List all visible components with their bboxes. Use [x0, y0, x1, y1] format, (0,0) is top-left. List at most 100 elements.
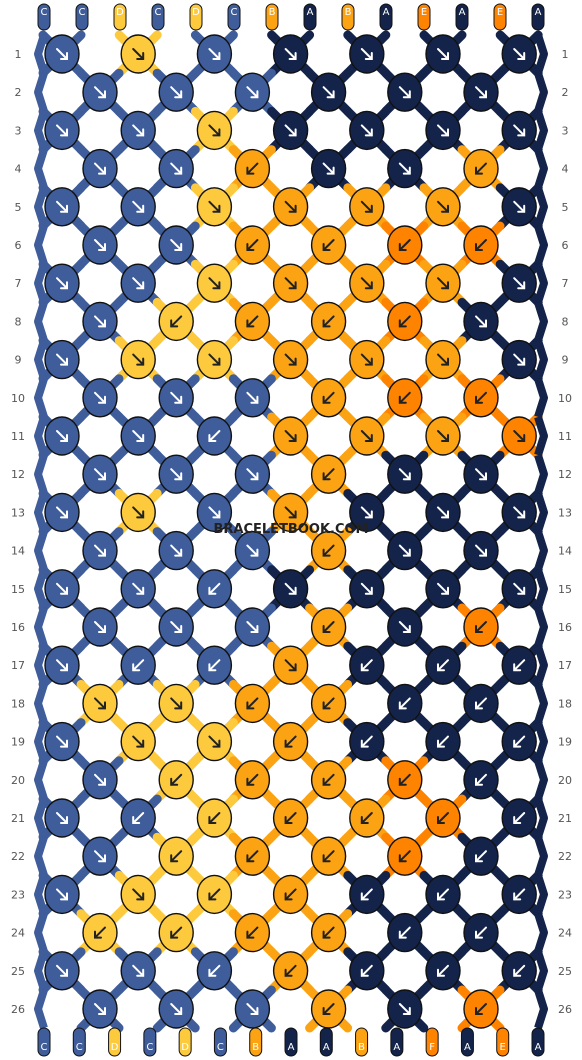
knot	[501, 34, 537, 74]
edge-string-left	[34, 988, 48, 1030]
arrow-down-right-icon	[475, 86, 487, 99]
arrow-down-left-icon	[475, 162, 487, 175]
arrow-down-left-icon	[322, 926, 335, 939]
edge-string-left	[34, 148, 48, 189]
arrow-down-right-icon	[246, 468, 259, 481]
arrow-down-left-icon	[246, 239, 259, 251]
knot	[349, 416, 385, 456]
arrow-down-left-icon	[170, 315, 183, 328]
edge-string-left	[34, 110, 48, 151]
arrow-down-left-icon	[398, 850, 411, 863]
knot	[44, 645, 80, 685]
knot	[196, 492, 233, 533]
edge-string-left	[34, 262, 48, 304]
string-end-top	[341, 3, 355, 31]
edge-string-right	[534, 797, 548, 839]
row-number-right: 3	[562, 124, 569, 137]
arrow-down-left-icon	[437, 735, 449, 748]
arrow-down-left-icon	[246, 926, 259, 939]
knot	[158, 225, 194, 265]
arrow-down-left-icon	[322, 315, 335, 328]
edge-string-right	[534, 988, 548, 1030]
edge-string-left	[34, 530, 48, 571]
arrow-down-right-icon	[437, 200, 449, 213]
string-end-bottom	[531, 1027, 545, 1057]
string-end-top	[113, 3, 127, 31]
knot	[272, 339, 309, 380]
edge-string-left	[34, 683, 48, 724]
knot	[425, 569, 461, 609]
edge-string-right	[534, 415, 548, 457]
row-number-right: 22	[558, 850, 572, 863]
knot	[310, 530, 347, 571]
knot	[272, 569, 309, 609]
arrow-down-right-icon	[437, 430, 449, 442]
knot	[158, 912, 194, 953]
arrow-down-right-icon	[246, 1003, 259, 1015]
knot	[349, 951, 385, 991]
arrow-down-right-icon	[284, 659, 297, 672]
knot	[272, 492, 309, 533]
edge-string-left	[34, 33, 48, 75]
knot	[349, 110, 385, 151]
edge-string-right	[534, 759, 548, 801]
arrow-down-right-icon	[94, 850, 106, 863]
knot	[425, 339, 461, 380]
edge-string-left	[34, 874, 48, 915]
knot	[349, 492, 385, 533]
knot	[158, 301, 194, 342]
row-number-right: 13	[558, 506, 572, 519]
knot	[310, 454, 347, 494]
knot	[463, 607, 499, 647]
knot	[44, 798, 80, 838]
row-number-right: 15	[558, 583, 572, 596]
knot	[234, 148, 271, 189]
arrow-down-right-icon	[56, 506, 68, 519]
knot	[425, 110, 461, 151]
row-number-right: 9	[562, 354, 569, 367]
knot	[234, 989, 271, 1029]
knot	[120, 721, 156, 762]
arrow-down-left-icon	[437, 659, 449, 672]
arrow-down-right-icon	[56, 964, 68, 977]
arrow-down-left-icon	[170, 926, 183, 939]
knot	[234, 301, 271, 342]
arrow-down-right-icon	[475, 544, 487, 557]
arrow-down-right-icon	[513, 506, 526, 519]
string-end-bottom	[425, 1027, 439, 1057]
string-end-top	[303, 3, 317, 31]
arrow-down-left-icon	[398, 315, 411, 328]
knot	[387, 454, 423, 494]
row-number-right: 4	[562, 163, 569, 176]
edge-string-right	[534, 606, 548, 648]
knot	[501, 416, 537, 456]
row-number-left: 14	[11, 545, 25, 558]
edge-string-right	[534, 683, 548, 724]
arrow-down-left-icon	[398, 773, 411, 786]
knot	[82, 530, 118, 571]
arrow-down-right-icon	[284, 124, 297, 137]
arrow-down-left-icon	[475, 697, 487, 710]
edge-string-left	[34, 492, 48, 533]
arrow-down-left-icon	[246, 850, 259, 863]
arrow-down-right-icon	[132, 964, 145, 977]
knot	[463, 378, 499, 418]
arrow-down-left-icon	[208, 964, 221, 977]
arrow-down-left-icon	[398, 697, 411, 710]
edge-string-left	[34, 606, 48, 648]
row-number-right: 26	[558, 1003, 572, 1016]
arrow-down-right-icon	[56, 888, 68, 901]
arrow-down-right-icon	[208, 735, 221, 748]
string-label-bottom: B	[252, 1042, 259, 1053]
row-number-right: 1	[562, 48, 569, 61]
knot	[82, 301, 118, 342]
arrow-down-right-icon	[360, 200, 373, 213]
arrow-down-right-icon	[56, 277, 68, 290]
arrow-down-right-icon	[513, 124, 526, 137]
string-end-top	[493, 3, 507, 31]
knot	[272, 34, 309, 74]
arrow-down-right-icon	[360, 353, 373, 366]
row-number-left: 1	[15, 48, 22, 61]
row-number-right: 17	[558, 659, 572, 672]
